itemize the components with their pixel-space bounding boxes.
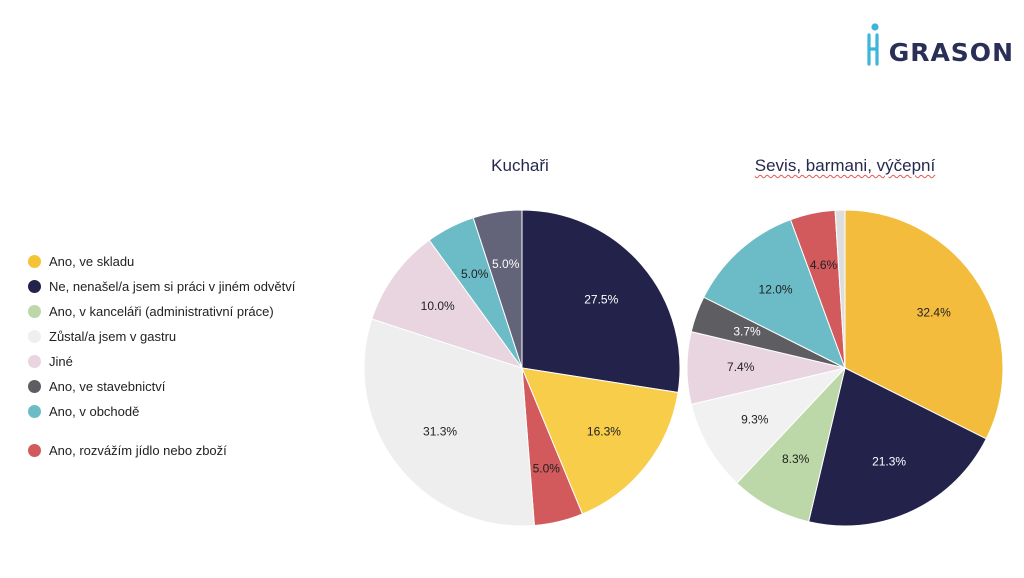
slice-data-label: 10.0% bbox=[421, 299, 455, 313]
slice-data-label: 7.4% bbox=[727, 360, 755, 374]
chart-title-kuchari: Kuchaři bbox=[491, 156, 549, 175]
legend-item: Ano, v obchodě bbox=[28, 399, 295, 424]
slice-data-label: 5.0% bbox=[461, 267, 489, 281]
legend-swatch bbox=[28, 444, 41, 457]
legend-label: Ano, rozvážím jídlo nebo zboží bbox=[49, 443, 227, 458]
slice-data-label: 12.0% bbox=[759, 282, 793, 296]
slice-data-label: 8.3% bbox=[782, 452, 810, 466]
pie-slice bbox=[690, 367, 847, 484]
slice-data-label: 3.7% bbox=[733, 325, 761, 339]
legend-label: Ano, v obchodě bbox=[49, 404, 140, 419]
slice-data-label: 31.3% bbox=[423, 425, 457, 439]
legend-item: Ano, ve skladu bbox=[28, 249, 295, 274]
legend-item: Ano, ve stavebnictví bbox=[28, 374, 295, 399]
slice-data-label: 9.3% bbox=[741, 412, 769, 426]
pie-slice bbox=[521, 367, 679, 515]
legend-label: Jiné bbox=[49, 354, 73, 369]
legend-swatch bbox=[28, 305, 41, 318]
slice-data-label: 4.6% bbox=[810, 258, 838, 272]
legend-swatch bbox=[28, 405, 41, 418]
legend-item: Zůstal/a jsem v gastru bbox=[28, 324, 295, 349]
pie-slice bbox=[844, 209, 1004, 440]
logo-text: GRASON bbox=[888, 38, 1014, 67]
pie-chart-servis: 32.4% 21.3% 8.3% 9.3% 7.4% 3.7% 12.0% 4.6% bbox=[686, 209, 1004, 527]
legend-item: Ano, v kanceláři (administrativní práce) bbox=[28, 299, 295, 324]
pie-slice bbox=[371, 239, 524, 369]
legend-swatch bbox=[28, 280, 41, 293]
legend: Ano, ve skladu Ne, nenašel/a jsem si prá… bbox=[28, 249, 295, 463]
legend-label: Ano, v kanceláři (administrativní práce) bbox=[49, 304, 274, 319]
legend-item: Ne, nenašel/a jsem si práci v jiném odvě… bbox=[28, 274, 295, 299]
person-logo-icon bbox=[867, 23, 879, 66]
legend-label: Ano, ve skladu bbox=[49, 254, 135, 269]
pie-slice bbox=[703, 219, 846, 370]
pie-slice bbox=[363, 318, 535, 527]
pie-chart-kuchari: 27.5%16.3%5.0%31.3%10.0%5.0%5.0% bbox=[363, 209, 681, 527]
legend-swatch bbox=[28, 355, 41, 368]
legend-label: Ano, ve stavebnictví bbox=[49, 379, 166, 394]
chart-title-servis: Sevis, barmani, výčepní bbox=[754, 156, 936, 175]
slice-data-label: 5.0% bbox=[492, 257, 520, 271]
legend-swatch bbox=[28, 255, 41, 268]
pie-slice bbox=[807, 367, 987, 527]
slice-data-label: 32.4% bbox=[917, 305, 951, 319]
legend-swatch bbox=[28, 330, 41, 343]
slice-data-label: 5.0% bbox=[533, 462, 561, 476]
grason-logo: GRASON bbox=[866, 22, 1014, 66]
legend-label: Zůstal/a jsem v gastru bbox=[49, 329, 177, 344]
legend-item: Jiné bbox=[28, 349, 295, 374]
legend-label: Ne, nenašel/a jsem si práci v jiném odvě… bbox=[49, 279, 296, 294]
pie-slice bbox=[472, 209, 523, 369]
legend-swatch bbox=[28, 380, 41, 393]
slice-data-label: 21.3% bbox=[872, 455, 906, 469]
pie-slice bbox=[521, 209, 681, 394]
slice-data-label: 27.5% bbox=[584, 292, 618, 306]
slice-data-label: 16.3% bbox=[587, 425, 621, 439]
legend-item: Ano, rozvážím jídlo nebo zboží bbox=[28, 438, 295, 463]
pie-slice bbox=[834, 209, 846, 369]
